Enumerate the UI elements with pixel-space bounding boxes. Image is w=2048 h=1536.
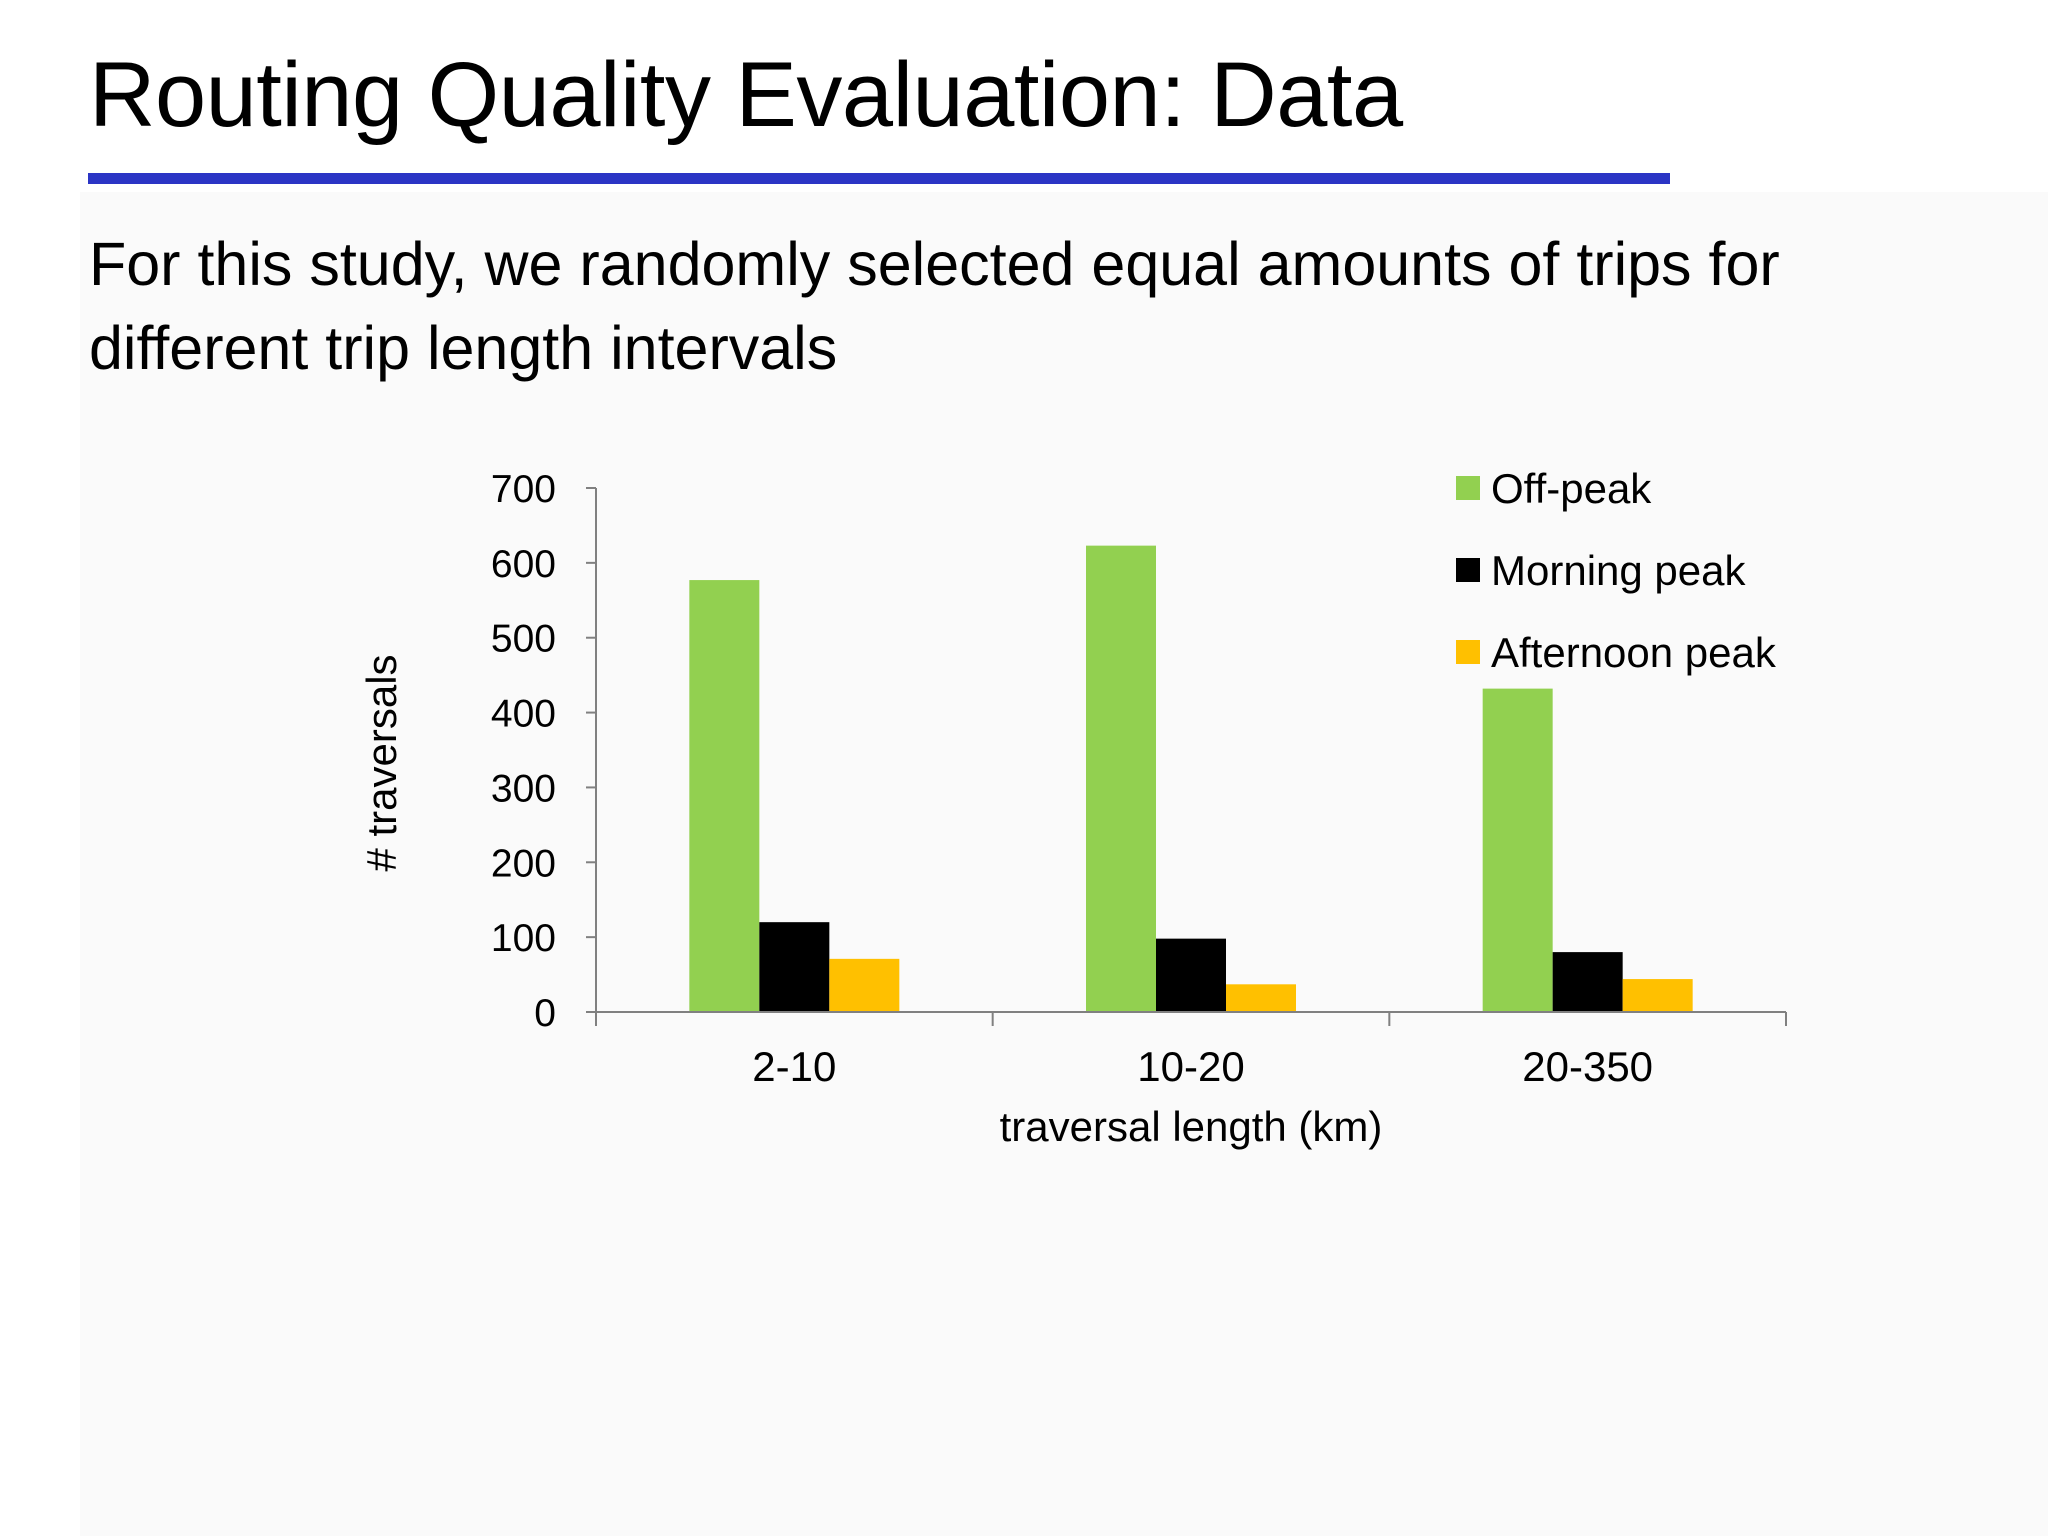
y-tick-label: 400 [491,693,556,736]
x-axis-title: traversal length (km) [1000,1103,1383,1150]
slide-title: Routing Quality Evaluation: Data [89,44,1403,146]
legend: Off-peak Morning peak Afternoon peak [1456,465,1777,676]
bar-morning-peak-20-350 [1552,952,1623,1012]
x-category-label: 10-20 [1137,1043,1244,1090]
bar-morning-peak-10-20 [1156,938,1226,1012]
bar-off-peak-2-10 [689,580,760,1012]
y-tick-label: 100 [491,917,556,960]
y-tick-label: 700 [491,468,556,511]
y-tick-label: 200 [491,842,556,885]
bars-layer [689,545,1693,1012]
bar-afternoon-peak-2-10 [829,958,900,1012]
bar-off-peak-20-350 [1482,688,1553,1012]
y-tick-label: 500 [491,618,556,661]
axes-layer [586,487,1787,1026]
title-underline [88,173,1670,184]
slide-body-text: For this study, we randomly selected equ… [89,230,1780,382]
legend-label-off-peak: Off-peak [1491,465,1652,512]
bar-afternoon-peak-10-20 [1226,984,1296,1012]
y-tick-label: 0 [534,992,556,1035]
legend-swatch-off-peak [1456,476,1480,500]
bar-morning-peak-2-10 [759,922,830,1012]
category-labels: 2-10 10-20 20-350 [752,1043,1653,1090]
bar-afternoon-peak-20-350 [1622,979,1693,1012]
x-category-label: 20-350 [1522,1043,1653,1090]
legend-label-afternoon-peak: Afternoon peak [1491,629,1777,676]
bar-off-peak-10-20 [1086,545,1156,1012]
y-tick-label: 600 [491,543,556,586]
slide-background [80,192,2048,1536]
legend-label-morning-peak: Morning peak [1491,547,1746,594]
y-axis-title: # traversals [358,654,405,871]
x-category-label: 2-10 [752,1043,836,1090]
legend-swatch-afternoon-peak [1456,640,1480,664]
y-tick-label: 300 [491,767,556,810]
tick-labels: 0 100 200 300 400 500 600 700 [491,468,556,1035]
legend-swatch-morning-peak [1456,558,1480,582]
